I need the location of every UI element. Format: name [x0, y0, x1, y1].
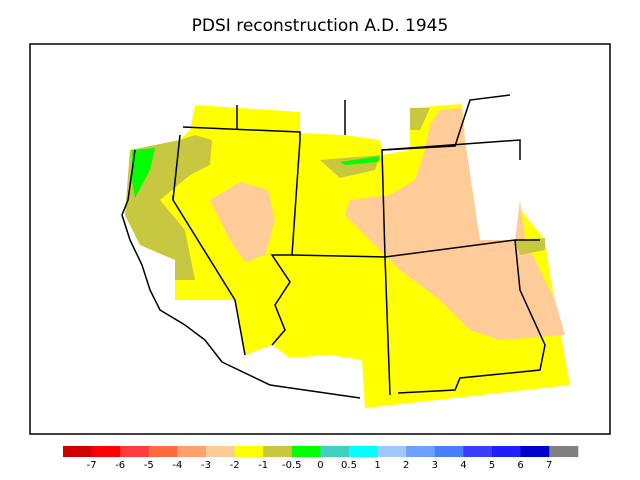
colorbar: -7 -6 -5 -4 -3 -2 -1 -0.5 0 0.5 1 2 3 4 5 6 7 [63, 446, 579, 471]
colorbar-swatch [148, 446, 178, 457]
colorbar-swatch [492, 446, 522, 457]
colorbar-swatch [320, 446, 350, 457]
colorbar-swatch [177, 446, 207, 457]
map-frame [29, 43, 611, 435]
colorbar-swatch [520, 446, 550, 457]
colorbar-swatch [291, 446, 321, 457]
colorbar-swatch [91, 446, 121, 457]
colorbar-label: 0 [317, 460, 323, 471]
colorbar-label: -6 [115, 460, 125, 471]
colorbar-label: 6 [517, 460, 523, 471]
colorbar-label: -5 [144, 460, 154, 471]
colorbar-label: -1 [258, 460, 268, 471]
colorbar-swatch [406, 446, 436, 457]
colorbar-swatch [349, 446, 379, 457]
colorbar-swatch [463, 446, 493, 457]
colorbar-label: -4 [172, 460, 182, 471]
colorbar-label: -2 [230, 460, 240, 471]
colorbar-label: 0.5 [341, 460, 357, 471]
colorbar-label: -3 [201, 460, 211, 471]
colorbar-swatch [63, 446, 93, 457]
colorbar-swatch [434, 446, 464, 457]
colorbar-label: 7 [546, 460, 552, 471]
colorbar-label: -0.5 [282, 460, 302, 471]
colorbar-swatch [120, 446, 150, 457]
colorbar-swatch [206, 446, 236, 457]
state-borders [172, 94, 546, 399]
colorbar-swatch [234, 446, 264, 457]
colorbar-label: 2 [403, 460, 409, 471]
colorbar-label: 4 [460, 460, 466, 471]
colorbar-swatch [263, 446, 293, 457]
coastline [121, 149, 223, 363]
colorbar-label: 5 [489, 460, 495, 471]
colorbar-label: 3 [432, 460, 438, 471]
colorbar-label: -7 [87, 460, 97, 471]
colorbar-swatch [377, 446, 407, 457]
colorbar-label: 1 [374, 460, 380, 471]
colorbar-swatch [549, 446, 579, 457]
map-title: PDSI reconstruction A.D. 1945 [192, 16, 449, 36]
